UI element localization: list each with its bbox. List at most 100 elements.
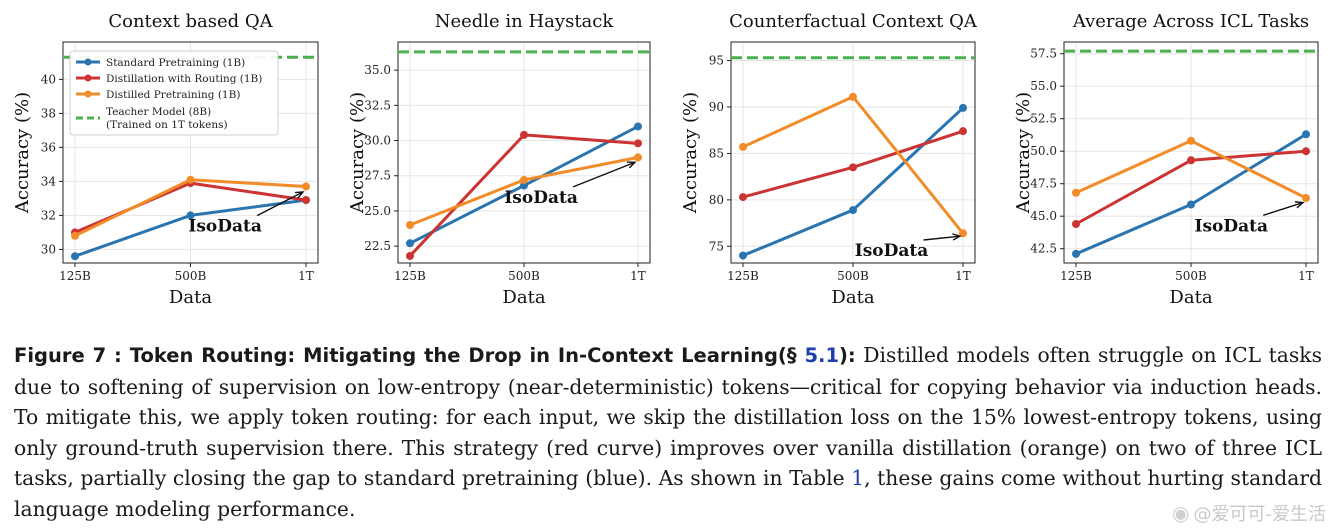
y-tick-label: 90: [709, 100, 724, 114]
weibo-icon: ◉: [1172, 501, 1190, 525]
y-tick-label: 45.0: [1030, 209, 1057, 223]
data-point-routing: [959, 127, 967, 136]
data-point-distilled: [634, 153, 642, 162]
annotation-arrowhead: [1294, 201, 1305, 209]
y-tick-label: 25.0: [364, 204, 391, 218]
annotation-arrow: [572, 161, 636, 188]
data-point-distilled: [302, 182, 310, 191]
legend: Standard Pretraining (1B) Distillation wi…: [69, 50, 279, 136]
caption-heading-end: ):: [839, 344, 856, 367]
chart-title: Needle in Haystack: [435, 11, 615, 32]
y-tick-label: 30.0: [364, 134, 391, 148]
legend-label-sub: (Trained on 1T tokens): [106, 119, 228, 131]
data-point-standard: [1302, 130, 1310, 139]
data-point-distilled: [1302, 194, 1310, 202]
y-tick-label: 30: [41, 242, 56, 256]
y-tick-label: 40: [41, 72, 56, 86]
y-axis-label: Accuracy (%): [12, 92, 33, 214]
data-point-standard: [1187, 200, 1195, 209]
data-point-distilled: [406, 220, 414, 229]
annotation-arrow: [1263, 201, 1304, 216]
table-reference-link[interactable]: 1: [851, 466, 865, 490]
x-tick-label: 500B: [508, 269, 540, 283]
x-tick-label: 125B: [727, 269, 759, 283]
data-point-standard: [186, 211, 195, 220]
x-tick-label: 125B: [394, 269, 426, 283]
legend-box: [69, 50, 279, 136]
data-point-distilled: [71, 231, 79, 240]
annotation-arrowhead: [294, 191, 305, 199]
data-point-routing: [1187, 156, 1195, 165]
y-tick-label: 38: [41, 106, 56, 120]
data-point-routing: [1072, 220, 1080, 228]
y-axis-label: Accuracy (%): [1013, 92, 1034, 214]
data-point-distilled: [849, 92, 857, 101]
y-tick-label: 34: [41, 174, 57, 188]
y-axis-label: Accuracy (%): [347, 92, 368, 214]
data-point-distilled: [739, 142, 747, 151]
data-point-standard: [1072, 249, 1080, 258]
annotation-arrow: [256, 191, 304, 217]
x-axis-label: Data: [169, 287, 212, 308]
x-axis-label: Data: [1169, 287, 1212, 308]
x-tick-label: 500B: [1175, 269, 1207, 283]
figure-caption: Figure 7 : Token Routing: Mitigating the…: [14, 340, 1322, 524]
legend-label: Distilled Pretraining (1B): [106, 89, 240, 101]
data-point-standard: [520, 181, 528, 190]
section-reference-link[interactable]: 5.1: [804, 344, 840, 367]
x-tick-label: 1T: [630, 269, 646, 283]
caption-body: Distilled models often struggle on ICL t…: [14, 343, 1322, 490]
x-tick-label: 1T: [955, 269, 971, 283]
data-point-standard: [959, 103, 967, 112]
data-point-distilled: [1072, 188, 1080, 197]
watermark-text: @爱可可-爱生活: [1193, 504, 1327, 525]
y-tick-label: 47.5: [1030, 177, 1057, 191]
y-tick-label: 85: [709, 146, 724, 160]
y-tick-label: 27.5: [364, 169, 391, 183]
caption-body-end: , these gains come without hurting stand…: [14, 466, 1323, 521]
x-tick-label: 125B: [1060, 269, 1092, 283]
legend-label: Distillation with Routing (1B): [106, 73, 262, 85]
data-point-standard: [849, 206, 857, 215]
data-point-routing: [520, 130, 528, 139]
legend-dot-distilled: [84, 90, 92, 98]
x-tick-label: 1T: [1298, 269, 1314, 283]
annotation-label: IsoData: [504, 188, 578, 208]
y-tick-label: 57.5: [1030, 47, 1057, 61]
legend-dot-standard: [84, 58, 92, 66]
x-axis-label: Data: [831, 287, 874, 308]
legend-label: Standard Pretraining (1B): [106, 57, 245, 69]
chart-panel-4: 42.5 45.0 47.5 50.0 52.5 55.0 57.5 125B 500B 1T Av…: [1013, 11, 1319, 308]
y-tick-label: 75: [709, 239, 724, 253]
annotation-label: IsoData: [188, 217, 262, 237]
data-point-routing: [406, 251, 414, 260]
annotation-arrow: [923, 235, 961, 241]
data-point-distilled: [1187, 136, 1195, 145]
data-point-distilled: [959, 229, 967, 238]
y-tick-label: 36: [41, 140, 56, 154]
y-tick-label: 55.0: [1030, 79, 1057, 93]
chart-title: Context based QA: [108, 11, 273, 32]
legend-dot-routing: [84, 74, 92, 82]
data-point-routing: [634, 139, 642, 148]
data-point-routing: [849, 163, 857, 172]
data-point-distilled: [520, 175, 528, 184]
x-tick-label: 500B: [175, 269, 207, 283]
y-tick-label: 32.5: [364, 98, 391, 112]
y-axis-label: Accuracy (%): [680, 92, 701, 214]
chart-title: Average Across ICL Tasks: [1072, 11, 1309, 32]
x-tick-label: 1T: [298, 269, 314, 283]
y-tick-label: 42.5: [1030, 242, 1057, 256]
chart-panel-2: 22.5 25.0 27.5 30.0 32.5 35.0 125B 500B 1T Needle…: [347, 11, 651, 308]
chart-panel-3: 75 80 85 90 95 125B 500B 1T Counterfactual Conte…: [680, 11, 978, 308]
y-tick-label: 35.0: [364, 63, 391, 77]
annotation-label: IsoData: [1195, 216, 1269, 236]
y-tick-label: 50.0: [1030, 144, 1057, 158]
data-point-standard: [739, 251, 747, 260]
watermark: ◉ @爱可可-爱生活: [1172, 500, 1326, 526]
data-point-distilled: [186, 175, 195, 184]
data-point-standard: [71, 252, 79, 261]
annotation-label: IsoData: [855, 241, 929, 261]
y-tick-label: 32: [41, 208, 56, 222]
chart-title: Counterfactual Context QA: [729, 11, 978, 32]
